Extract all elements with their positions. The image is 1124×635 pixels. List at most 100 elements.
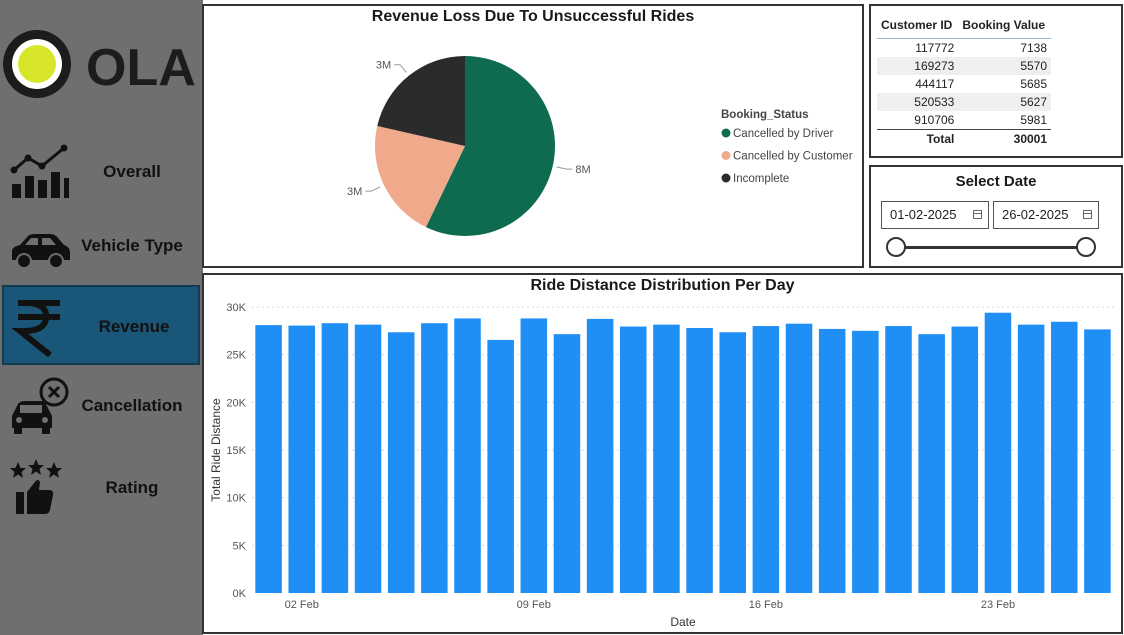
- y-tick-label: 30K: [226, 302, 246, 314]
- bar[interactable]: [487, 339, 514, 593]
- y-tick-label: 15K: [226, 445, 246, 457]
- date-slicer-title: Select Date: [955, 173, 1037, 190]
- pie-leader-line: [365, 186, 381, 192]
- pie-leader-line: [556, 166, 573, 170]
- legend-marker: [721, 151, 731, 160]
- nav-item-overall[interactable]: Overall: [2, 132, 200, 212]
- booking-value-cell: 5685: [1020, 77, 1048, 91]
- booking-value-cell: 7138: [1020, 41, 1048, 55]
- bar[interactable]: [255, 325, 282, 593]
- x-tick-label: 02 Feb: [285, 599, 319, 611]
- bar[interactable]: [885, 326, 912, 593]
- bar[interactable]: [653, 324, 680, 593]
- calendar-icon[interactable]: [1083, 210, 1092, 219]
- bar[interactable]: [785, 323, 813, 593]
- bar-panel: Ride Distance Distribution Per Day 0K 5K 1…: [202, 273, 1123, 634]
- table-row: 117772 7138: [877, 39, 1051, 58]
- pie-slice[interactable]: [425, 56, 555, 236]
- customer-id-cell: 117772: [915, 41, 955, 55]
- end-date-input[interactable]: 26-02-2025: [993, 201, 1099, 229]
- bar[interactable]: [387, 332, 415, 593]
- bar[interactable]: [288, 325, 315, 593]
- booking-value-cell: 5570: [958, 57, 1052, 75]
- calendar-icon[interactable]: [973, 210, 982, 219]
- bar[interactable]: [852, 330, 879, 593]
- y-tick-label: 5K: [233, 540, 247, 552]
- bar[interactable]: [421, 323, 448, 593]
- table-row: 910706 5981: [877, 111, 1051, 130]
- bar[interactable]: [984, 312, 1012, 593]
- bar[interactable]: [1051, 321, 1078, 593]
- nav-label-overall: Overall: [103, 162, 161, 181]
- pie-slice[interactable]: [375, 125, 465, 228]
- table-header-row: Customer ID Booking Value: [877, 12, 1052, 39]
- bar-chart: 0K 5K 10K 15K 20K 25K 30K 02 Feb 09 Feb 16 Feb 23 …: [209, 302, 1114, 629]
- booking-table-panel: Customer ID Booking Value 117772 7138 16…: [869, 4, 1123, 158]
- column-header-customer-id[interactable]: Customer ID: [877, 12, 959, 39]
- bar[interactable]: [520, 318, 548, 593]
- bar[interactable]: [620, 326, 647, 593]
- sidebar: OLA Overall Vehicle Type Revenue: [0, 0, 203, 635]
- pie-data-label: 3M: [347, 186, 362, 198]
- customer-id-cell: 910706: [914, 113, 955, 127]
- legend-item[interactable]: Cancelled by Driver: [733, 128, 834, 140]
- car-cancel-icon: [12, 377, 69, 434]
- bar[interactable]: [951, 326, 979, 593]
- bar[interactable]: [553, 334, 581, 593]
- range-end-handle[interactable]: [1076, 237, 1096, 257]
- bar[interactable]: [454, 318, 481, 593]
- bar[interactable]: [686, 327, 713, 593]
- x-tick-label: 16 Feb: [749, 599, 783, 611]
- bar[interactable]: [918, 334, 945, 593]
- legend-marker: [721, 128, 731, 138]
- bar[interactable]: [321, 323, 349, 593]
- thumbs-up-stars-icon: [10, 459, 62, 514]
- nav-item-rating[interactable]: Rating: [2, 448, 200, 528]
- nav-item-cancellation[interactable]: Cancellation: [2, 366, 200, 446]
- bar[interactable]: [818, 328, 846, 593]
- bar[interactable]: [719, 332, 746, 593]
- pie-panel: Revenue Loss Due To Unsuccessful Rides 8…: [202, 4, 864, 268]
- pie-slice[interactable]: [377, 56, 465, 146]
- bar[interactable]: [586, 318, 614, 593]
- booking-value-cell: 5981: [1020, 113, 1048, 127]
- nav-item-revenue[interactable]: Revenue: [2, 285, 200, 365]
- start-date-value: 01-02-2025: [890, 207, 957, 222]
- customer-id-cell: 444117: [915, 77, 955, 91]
- table-row: 520533 5627: [877, 93, 1052, 111]
- car-icon: [12, 234, 70, 269]
- legend-item[interactable]: Incomplete: [733, 173, 789, 185]
- start-date-input[interactable]: 01-02-2025: [881, 201, 989, 229]
- line-bar-chart-icon: [10, 144, 69, 198]
- column-header-booking-value[interactable]: Booking Value: [958, 12, 1052, 39]
- customer-id-cell: 169273: [877, 57, 959, 75]
- nav-label-revenue: Revenue: [98, 317, 170, 336]
- legend-marker: [721, 173, 731, 183]
- legend-item[interactable]: Cancelled by Customer: [733, 151, 853, 163]
- x-axis-title: Date: [670, 615, 696, 629]
- pie-data-label: 8M: [575, 164, 590, 176]
- nav-label-vehicle-type: Vehicle Type: [81, 236, 183, 255]
- y-axis-title: Total Ride Distance: [209, 398, 223, 502]
- table-total-row: Total 30001: [877, 129, 1052, 148]
- rupee-icon: [11, 300, 60, 357]
- x-tick-label: 09 Feb: [517, 599, 551, 611]
- bar[interactable]: [1084, 329, 1111, 593]
- date-range-track[interactable]: [897, 246, 1087, 249]
- pie-chart: 8M 3M 3M Booking_Status Cancelled by Driver C…: [347, 56, 853, 236]
- nav-item-vehicle-type[interactable]: Vehicle Type: [2, 206, 200, 286]
- range-start-handle[interactable]: [886, 237, 906, 257]
- bar[interactable]: [1017, 324, 1045, 593]
- booking-value-cell: 5627: [958, 93, 1052, 111]
- table-row: 444117 5685: [877, 75, 1051, 93]
- end-date-value: 26-02-2025: [1002, 207, 1069, 222]
- bar[interactable]: [752, 326, 780, 593]
- pie-leader-line: [394, 64, 407, 73]
- nav-label-rating: Rating: [105, 478, 159, 497]
- y-tick-label: 10K: [226, 493, 246, 505]
- bar[interactable]: [354, 324, 382, 593]
- brand-name: OLA: [86, 39, 196, 97]
- bar-chart-title: Ride Distance Distribution Per Day: [530, 277, 795, 294]
- pie-chart-title: Revenue Loss Due To Unsuccessful Rides: [371, 8, 695, 25]
- ola-logo: OLA: [0, 18, 203, 110]
